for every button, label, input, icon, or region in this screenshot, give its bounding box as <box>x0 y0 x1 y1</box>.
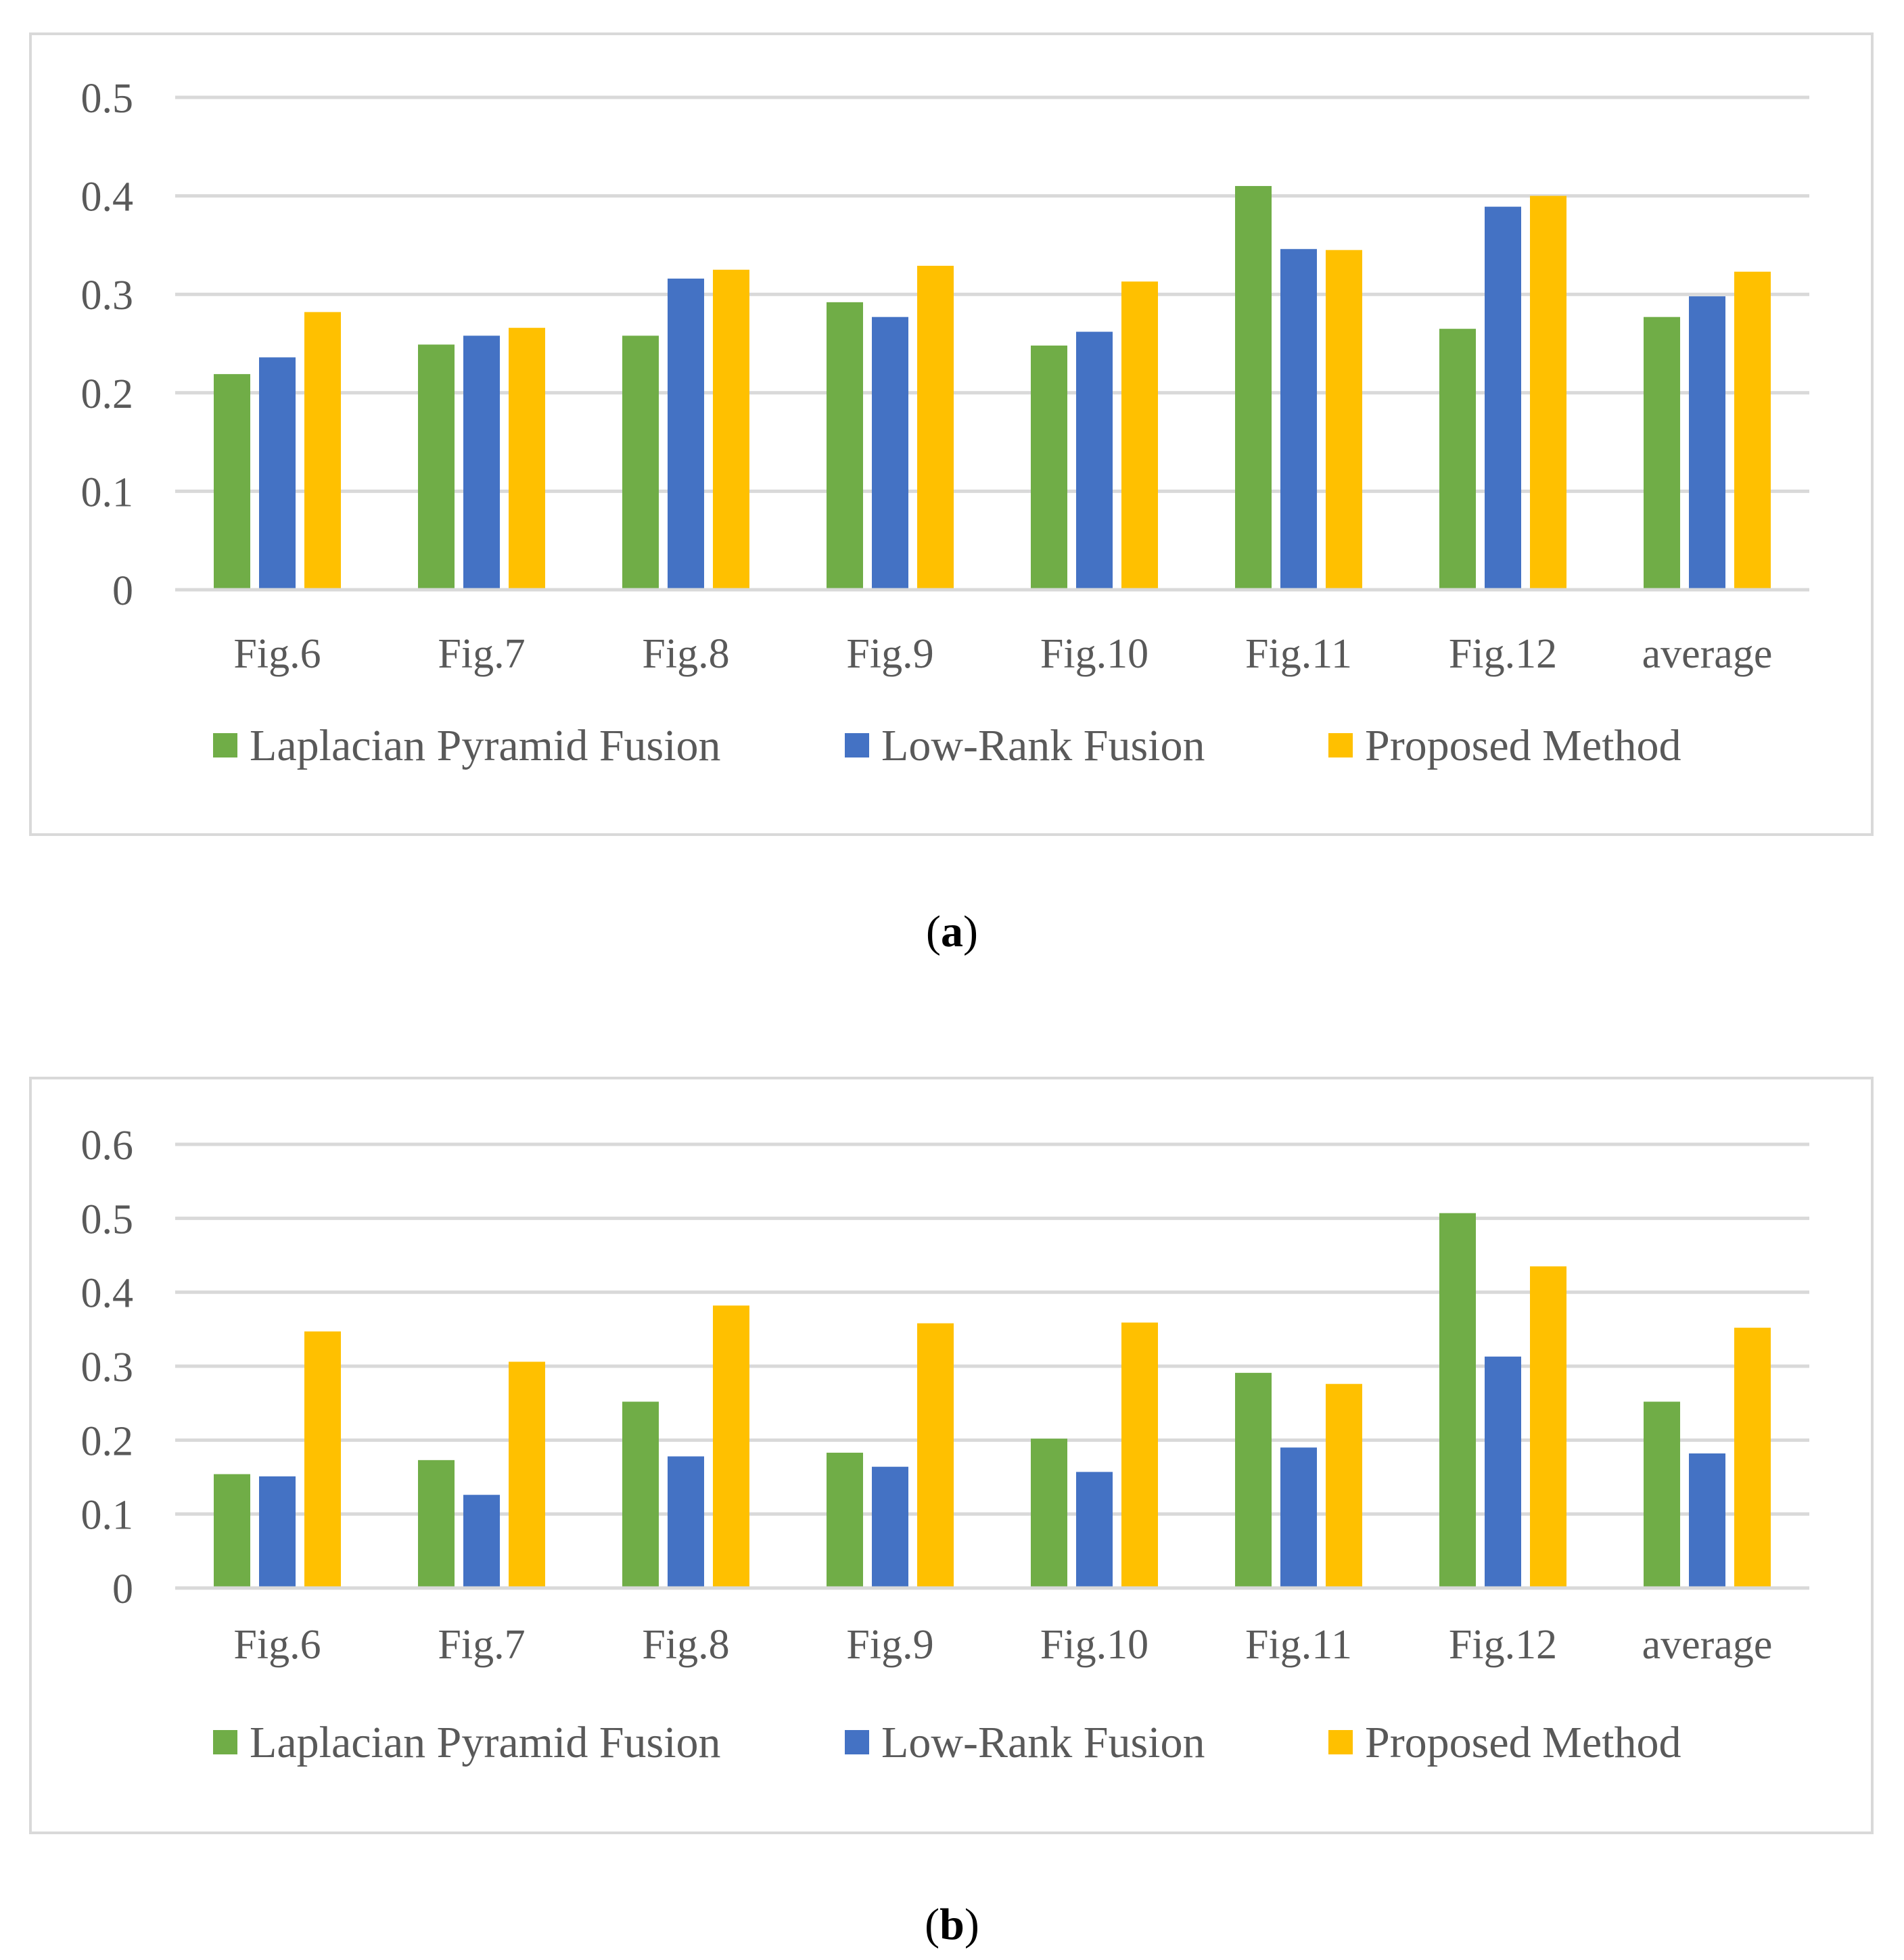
bar <box>1235 1372 1272 1588</box>
bar <box>622 1401 659 1588</box>
x-tick-label: Fig.11 <box>1245 1622 1352 1668</box>
x-tick-label: Fig.12 <box>1449 1622 1557 1668</box>
x-tick-label: Fig.12 <box>1449 631 1557 677</box>
bar <box>1235 186 1272 590</box>
bar <box>1644 1401 1680 1588</box>
bar-chart-a: 0 0.1 0.2 0.3 0.4 0.5 Fig.6 Fig.7 Fig.8 Fig.9 Fig.… <box>81 76 1809 770</box>
x-tick-label: Fig.6 <box>233 1622 321 1668</box>
bar <box>872 317 908 590</box>
bar <box>1326 250 1362 590</box>
bar <box>1485 206 1521 590</box>
bar <box>463 335 500 590</box>
bar <box>259 1476 296 1588</box>
bar <box>1734 271 1771 590</box>
legend-swatch <box>213 1730 237 1754</box>
x-tick-label: Fig.11 <box>1245 631 1352 677</box>
bar <box>509 1361 545 1588</box>
caption-b-letter: b <box>939 1900 965 1949</box>
bar <box>1076 1472 1113 1588</box>
bar <box>304 312 341 590</box>
bar <box>827 1452 863 1588</box>
bar <box>917 265 954 590</box>
bar <box>214 1474 250 1588</box>
x-tick-label: average <box>1642 631 1773 677</box>
bar <box>1121 1322 1158 1588</box>
bar <box>1076 331 1113 590</box>
x-tick-label: Fig.8 <box>642 631 729 677</box>
bar <box>1121 281 1158 590</box>
x-tick-label: Fig.6 <box>233 631 321 677</box>
x-tick-label: Fig.7 <box>438 1622 525 1668</box>
bar <box>214 374 250 590</box>
bar <box>1439 329 1476 590</box>
bar <box>1280 1447 1317 1588</box>
x-tick-label: Fig.10 <box>1040 1622 1148 1668</box>
bar <box>668 1456 704 1588</box>
bar <box>668 278 704 590</box>
bar <box>509 327 545 590</box>
chart-panel-a: 0 0.1 0.2 0.3 0.4 0.5 Fig.6 Fig.7 Fig.8 Fig.9 Fig.… <box>29 32 1874 836</box>
bar <box>1326 1384 1362 1588</box>
x-tick-label: Fig.9 <box>846 631 933 677</box>
legend-swatch <box>845 733 869 757</box>
x-tick-label: Fig.7 <box>438 631 525 677</box>
y-tick-label: 0.2 <box>81 1418 134 1464</box>
bar <box>1439 1213 1476 1588</box>
y-tick-label: 0.3 <box>81 273 134 319</box>
bar <box>872 1466 908 1588</box>
bar <box>1689 296 1725 590</box>
bar <box>463 1495 500 1588</box>
bar <box>418 1460 455 1588</box>
bar <box>1031 1439 1067 1588</box>
bar <box>304 1331 341 1588</box>
legend-label: Laplacian Pyramid Fusion <box>250 1718 721 1767</box>
legend-label: Laplacian Pyramid Fusion <box>250 721 721 770</box>
y-tick-label: 0.3 <box>81 1345 134 1391</box>
legend-swatch <box>1328 1730 1353 1754</box>
bar <box>1031 345 1067 590</box>
legend-label: Low-Rank Fusion <box>881 1718 1205 1767</box>
x-tick-label: average <box>1642 1622 1773 1668</box>
bar <box>917 1323 954 1588</box>
legend-label: Low-Rank Fusion <box>881 721 1205 770</box>
legend-label: Proposed Method <box>1365 721 1681 770</box>
legend-swatch <box>1328 733 1353 757</box>
bar-chart-b: 0 0.1 0.2 0.3 0.4 0.5 0.6 Fig.6 Fig.7 Fig.8 Fig.9 F… <box>81 1123 1809 1767</box>
y-tick-label: 0.4 <box>81 174 134 220</box>
y-tick-label: 0.1 <box>81 469 134 515</box>
legend-label: Proposed Method <box>1365 1718 1681 1767</box>
bar <box>622 335 659 590</box>
y-tick-label: 0 <box>112 1566 133 1612</box>
legend-swatch <box>845 1730 869 1754</box>
bar <box>1485 1356 1521 1588</box>
bar <box>1734 1328 1771 1588</box>
x-tick-label: Fig.8 <box>642 1622 729 1668</box>
y-tick-label: 0.1 <box>81 1493 134 1539</box>
bar <box>1530 195 1566 590</box>
caption-a: (a) <box>926 907 978 956</box>
y-tick-label: 0.4 <box>81 1271 134 1317</box>
bar <box>827 302 863 590</box>
bar <box>418 344 455 590</box>
bar <box>1530 1266 1566 1588</box>
bar <box>713 269 749 590</box>
bar <box>1689 1453 1725 1588</box>
bar <box>1644 317 1680 590</box>
y-tick-label: 0.6 <box>81 1123 134 1169</box>
y-tick-label: 0.2 <box>81 371 134 417</box>
y-tick-label: 0 <box>112 568 133 614</box>
caption-b: (b) <box>925 1900 979 1949</box>
caption-a-letter: a <box>941 907 963 956</box>
y-tick-label: 0.5 <box>81 76 134 122</box>
bar <box>1280 249 1317 590</box>
chart-panel-b: 0 0.1 0.2 0.3 0.4 0.5 0.6 Fig.6 Fig.7 Fig.8 Fig.9 F… <box>29 1077 1874 1834</box>
x-tick-label: Fig.10 <box>1040 631 1148 677</box>
x-tick-label: Fig.9 <box>846 1622 933 1668</box>
bar <box>259 357 296 590</box>
bar <box>713 1305 749 1588</box>
legend-swatch <box>213 733 237 757</box>
y-tick-label: 0.5 <box>81 1196 134 1242</box>
